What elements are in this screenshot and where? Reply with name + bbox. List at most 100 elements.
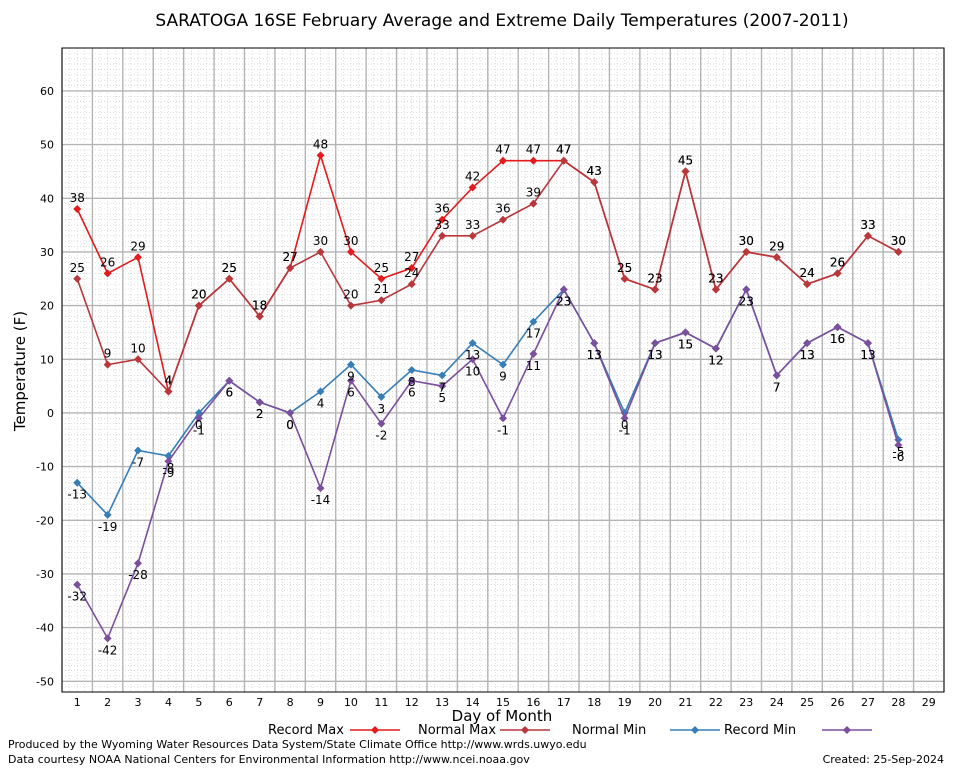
record-min-point — [803, 339, 812, 348]
normal-min-data-label: 3 — [378, 402, 386, 416]
record-max-data-label: 48 — [313, 137, 328, 151]
normal-min-point — [407, 366, 416, 374]
normal-min-data-label: 4 — [317, 396, 325, 410]
record-min-point — [499, 414, 507, 423]
record-min-point — [346, 376, 355, 385]
normal-max-data-label: 24 — [799, 266, 814, 280]
record-min-point — [194, 414, 203, 423]
record-max-data-label: 27 — [282, 250, 297, 264]
x-tick-label: 21 — [678, 696, 692, 709]
normal-min-point — [316, 387, 325, 396]
normal-min-point — [438, 371, 447, 380]
normal-max-data-label: 20 — [191, 288, 206, 302]
x-axis-ticks: 1 2 3 4 5 6 7 8 9 10 11 12 13 14 15 16 17 18 19 20 21 22 23 24 2… — [74, 696, 936, 709]
normal-min-data-label: 15 — [678, 337, 693, 351]
record-min-data-label: 0 — [286, 418, 294, 432]
record-min-data-label: -6 — [892, 450, 904, 464]
record-max-data-label: 18 — [252, 298, 267, 312]
normal-min-data-label: -7 — [132, 456, 144, 470]
normal-max-data-label: 29 — [769, 239, 784, 253]
normal-max-data-label: 43 — [587, 164, 602, 178]
x-tick-label: 25 — [800, 696, 814, 709]
record-max-data-label: 47 — [495, 143, 510, 157]
normal-max-data-label: 9 — [104, 347, 112, 361]
record-min-data-label: -42 — [98, 643, 118, 657]
record-max-data-label: 25 — [222, 261, 237, 275]
record-min-data-label: -1 — [619, 423, 631, 437]
record-max-data-label: 30 — [891, 234, 906, 248]
record-max-data-label: 23 — [647, 272, 662, 286]
record-min-point — [529, 349, 538, 358]
record-max-point — [438, 215, 447, 224]
x-tick-label: 23 — [739, 696, 753, 709]
normal-max-data-label: 10 — [130, 341, 145, 355]
record-min-data-label: 6 — [225, 386, 233, 400]
normal-max-data-label: 4 — [165, 373, 173, 387]
record-max-data-label: 30 — [343, 234, 358, 248]
y-tick-label: 0 — [47, 407, 54, 420]
y-tick-label: 30 — [40, 246, 54, 259]
normal-max-point — [833, 269, 842, 278]
x-tick-label: 11 — [374, 696, 388, 709]
record-min-point — [651, 339, 660, 348]
record-min-point — [438, 382, 447, 391]
normal-max-point — [590, 178, 599, 187]
normal-min-data-label: 13 — [799, 348, 814, 362]
record-min-data-label: 13 — [647, 348, 662, 362]
normal-min-data-label: 8 — [408, 375, 416, 389]
x-tick-label: 24 — [770, 696, 784, 709]
record-min-line — [76, 287, 900, 641]
normal-max-point — [772, 253, 781, 262]
normal-min-point — [468, 339, 477, 348]
record-min-data-label: -9 — [162, 466, 174, 480]
normal-min-data-label: 13 — [465, 348, 480, 362]
normal-max-point — [681, 167, 690, 176]
record-max-data-label: 43 — [587, 164, 602, 178]
x-tick-label: 27 — [861, 696, 875, 709]
record-max-point — [134, 253, 143, 262]
record-min-point — [286, 408, 295, 417]
normal-max-point — [742, 247, 751, 256]
record-min-data-label: -1 — [193, 423, 205, 437]
record-max-point — [346, 247, 355, 256]
record-min-point — [73, 580, 82, 589]
record-min-data-label: 2 — [256, 407, 264, 421]
normal-max-data-label: 23 — [647, 272, 662, 286]
record-min-point — [681, 328, 690, 337]
record-min-point — [772, 371, 781, 380]
record-max-point — [499, 156, 507, 165]
footer-produced-by: Produced by the Wyoming Water Resources … — [8, 738, 587, 751]
normal-min-data-label: -8 — [162, 461, 174, 475]
plot-frame — [61, 47, 945, 693]
x-tick-label: 28 — [891, 696, 905, 709]
record-max-point — [377, 274, 386, 283]
normal-min-data-label: 7 — [438, 380, 446, 394]
normal-max-data-label: 39 — [526, 186, 541, 200]
normal-max-point — [316, 247, 325, 256]
record-max-data-label: 42 — [465, 170, 480, 184]
record-min-point — [894, 441, 903, 450]
normal-min-data-label: 7 — [773, 380, 781, 394]
x-tick-label: 14 — [466, 696, 480, 709]
record-max-data-label: 27 — [404, 250, 419, 264]
y-tick-label: -30 — [36, 568, 54, 581]
x-tick-label: 29 — [922, 696, 936, 709]
record-max-point — [103, 269, 112, 278]
record-max-point — [73, 205, 82, 213]
normal-max-point — [346, 301, 355, 310]
footer-data-courtesy: Data courtesy NOAA National Centers for … — [8, 753, 530, 766]
record-max-data-label: 24 — [799, 266, 814, 280]
record-min-point — [164, 457, 173, 466]
normal-max-point — [894, 247, 903, 256]
record-min-point — [620, 414, 629, 423]
normal-max-point — [529, 199, 538, 208]
record-min-data-label: -28 — [128, 568, 148, 582]
x-tick-label: 26 — [831, 696, 845, 709]
x-tick-label: 5 — [195, 696, 202, 709]
record-max-data-label: 23 — [708, 272, 723, 286]
record-min-data-label: -14 — [311, 493, 331, 507]
x-tick-label: 2 — [104, 696, 111, 709]
chart-title: SARATOGA 16SE February Average and Extre… — [155, 11, 848, 31]
